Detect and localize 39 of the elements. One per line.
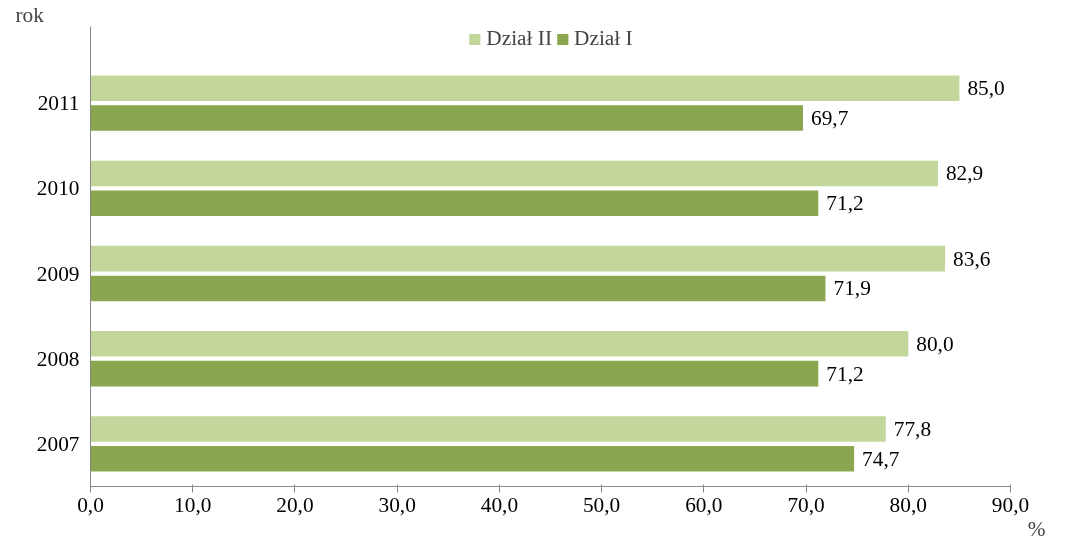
bar — [90, 416, 886, 442]
bar — [90, 331, 909, 357]
y-axis-title: rok — [15, 2, 45, 27]
bar — [90, 190, 819, 217]
bar — [90, 160, 938, 187]
x-tick-label: 70,0 — [787, 492, 825, 517]
bar — [90, 360, 819, 387]
data-label: 74,7 — [862, 446, 900, 471]
legend-label: Dział II — [486, 26, 553, 51]
bar — [90, 275, 826, 302]
x-tick-label: 50,0 — [582, 492, 621, 517]
data-label: 77,8 — [893, 417, 932, 441]
data-label: 85,0 — [967, 76, 1005, 101]
bar — [90, 105, 803, 131]
bar — [90, 245, 946, 272]
data-label: 82,9 — [945, 161, 984, 186]
data-label: 71,2 — [826, 191, 864, 216]
y-tick-label: 2010 — [36, 176, 80, 201]
bar — [90, 446, 855, 472]
x-tick-label: 80,0 — [889, 492, 927, 517]
y-tick-label: 2009 — [36, 261, 80, 286]
y-tick-label: 2007 — [36, 431, 80, 456]
x-tick-label: 10,0 — [174, 492, 212, 517]
data-label: 83,6 — [953, 246, 991, 271]
data-label: 69,7 — [810, 106, 849, 131]
data-label: 71,2 — [826, 361, 864, 386]
y-tick-label: 2011 — [37, 91, 80, 116]
legend-label: Dział I — [574, 26, 633, 51]
x-tick-label: 40,0 — [480, 492, 519, 517]
bar — [90, 75, 960, 102]
data-label: 71,9 — [833, 276, 871, 301]
x-tick-label: 60,0 — [685, 492, 723, 517]
x-tick-label: 0,0 — [77, 492, 104, 517]
data-label: 80,0 — [916, 331, 954, 356]
x-tick-label: 20,0 — [276, 492, 314, 517]
x-tick-label: 90,0 — [991, 492, 1030, 517]
x-tick-label: 30,0 — [378, 492, 416, 517]
y-tick-label: 2008 — [36, 346, 80, 371]
x-axis-title: % — [1027, 516, 1046, 541]
